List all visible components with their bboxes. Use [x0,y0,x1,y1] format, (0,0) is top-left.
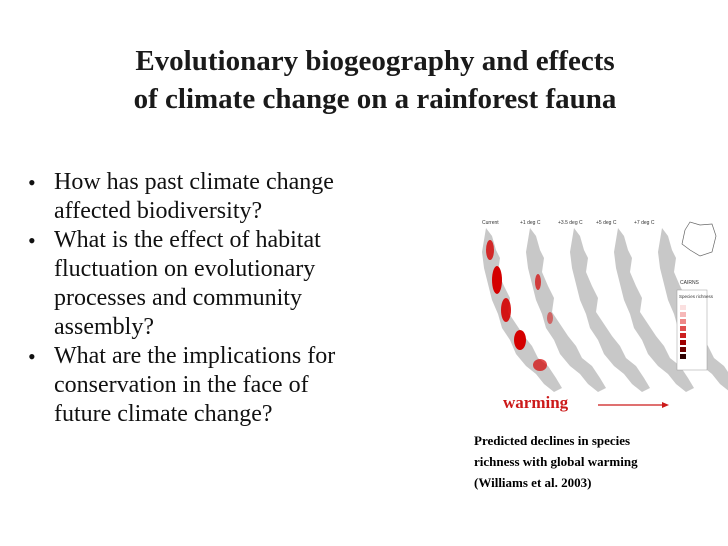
panel-labels: Current +1 deg C +3.5 deg C +5 deg C +7 deg … [482,220,655,226]
legend-title: Species richness [679,294,714,299]
panel-label: +3.5 deg C [558,220,583,226]
arrow-head [662,402,669,408]
bullet-dot: • [28,344,36,369]
bullet-text: conservation in the face of [54,372,309,398]
richness-hotspots [486,240,553,371]
panel-label: +1 deg C [520,220,541,226]
bullet-text: What is the effect of habitat [54,227,321,253]
legend-swatches [680,305,686,359]
arrow-label: warming [503,393,569,412]
bullet-text: processes and community [54,285,302,311]
bullet-text: How has past climate change [54,169,334,195]
bullet-dot: • [28,228,36,253]
australia-inset [681,221,717,257]
bullet-dot: • [28,170,36,195]
caption-line: Predicted declines in species [474,433,631,448]
caption-line: (Williams et al. 2003) [474,475,592,490]
panel-label: Current [482,220,499,226]
caption-line: richness with global warming [474,454,638,469]
panel-label: +5 deg C [596,220,617,226]
title-line: of climate change on a rainforest fauna [133,83,617,115]
title-line: Evolutionary biogeography and effects [135,45,615,77]
map-panels: CAIRNS Species richness [482,221,728,392]
bullet-text: What are the implications for [54,343,336,369]
bullet-text: future climate change? [54,401,273,427]
place-label: CAIRNS [680,280,700,286]
bullet-text: fluctuation on evolutionary [54,256,316,282]
bullet-text: assembly? [54,314,154,340]
bullet-text: affected biodiversity? [54,198,263,224]
panel-label: +7 deg C [634,220,655,226]
